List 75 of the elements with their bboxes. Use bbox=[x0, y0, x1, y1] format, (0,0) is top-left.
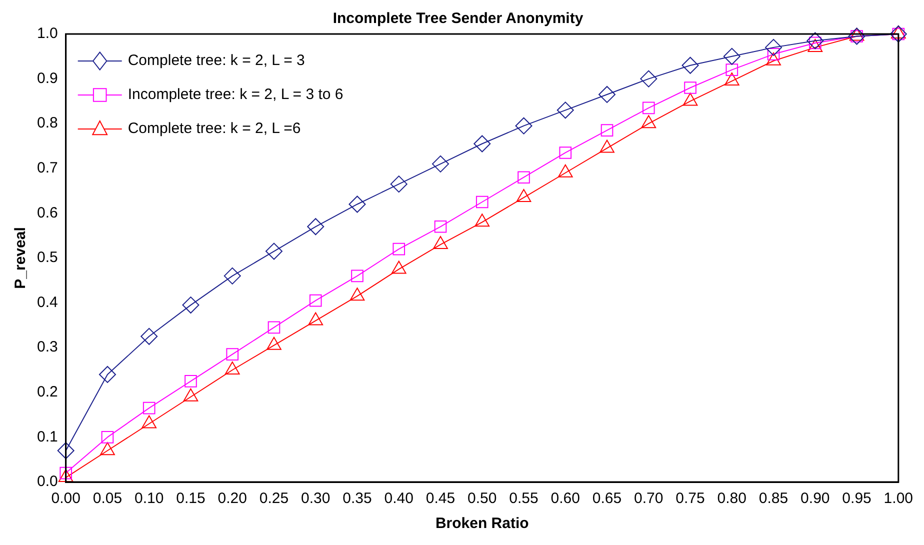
point bbox=[598, 86, 616, 103]
point bbox=[309, 294, 322, 307]
point bbox=[434, 220, 447, 233]
point bbox=[265, 242, 282, 260]
point bbox=[140, 328, 158, 345]
y-tick-label: 0.3 bbox=[36, 338, 58, 356]
y-tick-label: 0.2 bbox=[36, 384, 58, 401]
point bbox=[348, 196, 366, 213]
y-tick-label: 0.8 bbox=[36, 114, 58, 132]
point bbox=[351, 270, 364, 282]
x-tick-label: 0.00 bbox=[51, 490, 80, 508]
x-tick-label: 1.00 bbox=[884, 490, 914, 508]
point bbox=[684, 82, 696, 94]
y-tick-label: 1.0 bbox=[36, 25, 58, 42]
point bbox=[392, 242, 406, 256]
x-tick-label: 0.25 bbox=[259, 490, 289, 508]
point bbox=[806, 32, 824, 50]
y-tick-label: 0.7 bbox=[36, 160, 58, 177]
x-tick-label: 0.75 bbox=[676, 490, 705, 508]
point bbox=[559, 146, 572, 159]
point bbox=[642, 102, 655, 114]
point bbox=[765, 38, 782, 56]
point bbox=[182, 296, 200, 314]
x-tick-label: 0.95 bbox=[842, 490, 872, 508]
point bbox=[390, 176, 408, 193]
x-tick-label: 0.15 bbox=[176, 490, 206, 508]
point bbox=[57, 442, 74, 460]
x-tick-label: 0.90 bbox=[800, 490, 830, 508]
y-tick-label: 0.9 bbox=[36, 70, 58, 87]
point bbox=[268, 321, 280, 334]
y-tick-label: 0.5 bbox=[36, 249, 58, 266]
point bbox=[600, 124, 614, 136]
point bbox=[640, 70, 658, 88]
point bbox=[515, 117, 532, 134]
point bbox=[101, 431, 114, 444]
x-tick-label: 0.60 bbox=[550, 490, 580, 508]
point bbox=[307, 218, 324, 236]
x-tick-label: 0.10 bbox=[134, 490, 164, 508]
point bbox=[432, 155, 449, 172]
x-tick-label: 0.40 bbox=[384, 490, 414, 508]
legend-label: Complete tree: k = 2, L = 3 bbox=[128, 52, 305, 70]
y-axis-title: P_reveal bbox=[12, 227, 30, 289]
point bbox=[767, 48, 780, 60]
x-tick-label: 0.85 bbox=[758, 490, 788, 508]
x-axis-title: Broken Ratio bbox=[435, 515, 529, 532]
x-tick-label: 0.20 bbox=[218, 490, 247, 508]
point bbox=[476, 196, 488, 208]
x-tick-label: 0.45 bbox=[426, 490, 456, 508]
legend-label: Incomplete tree: k = 2, L = 3 to 6 bbox=[128, 86, 344, 104]
y-tick-label: 0.4 bbox=[36, 294, 58, 311]
x-tick-label: 0.70 bbox=[634, 490, 664, 508]
chart-title: Incomplete Tree Sender Anonymity bbox=[332, 10, 584, 28]
point bbox=[142, 402, 156, 414]
y-tick-label: 0.1 bbox=[36, 428, 58, 446]
point bbox=[474, 135, 491, 152]
x-tick-label: 0.35 bbox=[342, 490, 372, 508]
x-tick-label: 0.05 bbox=[92, 490, 122, 508]
point bbox=[224, 267, 241, 284]
point bbox=[682, 56, 699, 74]
point bbox=[518, 171, 530, 184]
point bbox=[184, 375, 197, 388]
y-tick-label: 0.0 bbox=[36, 473, 58, 490]
x-tick-label: 0.80 bbox=[717, 490, 746, 508]
x-tick-label: 0.55 bbox=[509, 490, 538, 508]
x-tick-label: 0.65 bbox=[592, 490, 622, 508]
point bbox=[556, 102, 574, 119]
point bbox=[723, 48, 740, 65]
legend-label: Complete tree: k = 2, L =6 bbox=[128, 120, 301, 138]
point bbox=[98, 366, 116, 383]
point bbox=[60, 466, 72, 480]
point bbox=[226, 348, 239, 360]
x-tick-label: 0.30 bbox=[301, 490, 330, 508]
point bbox=[726, 64, 738, 76]
x-tick-label: 0.50 bbox=[468, 490, 497, 508]
y-tick-label: 0.6 bbox=[36, 204, 58, 222]
